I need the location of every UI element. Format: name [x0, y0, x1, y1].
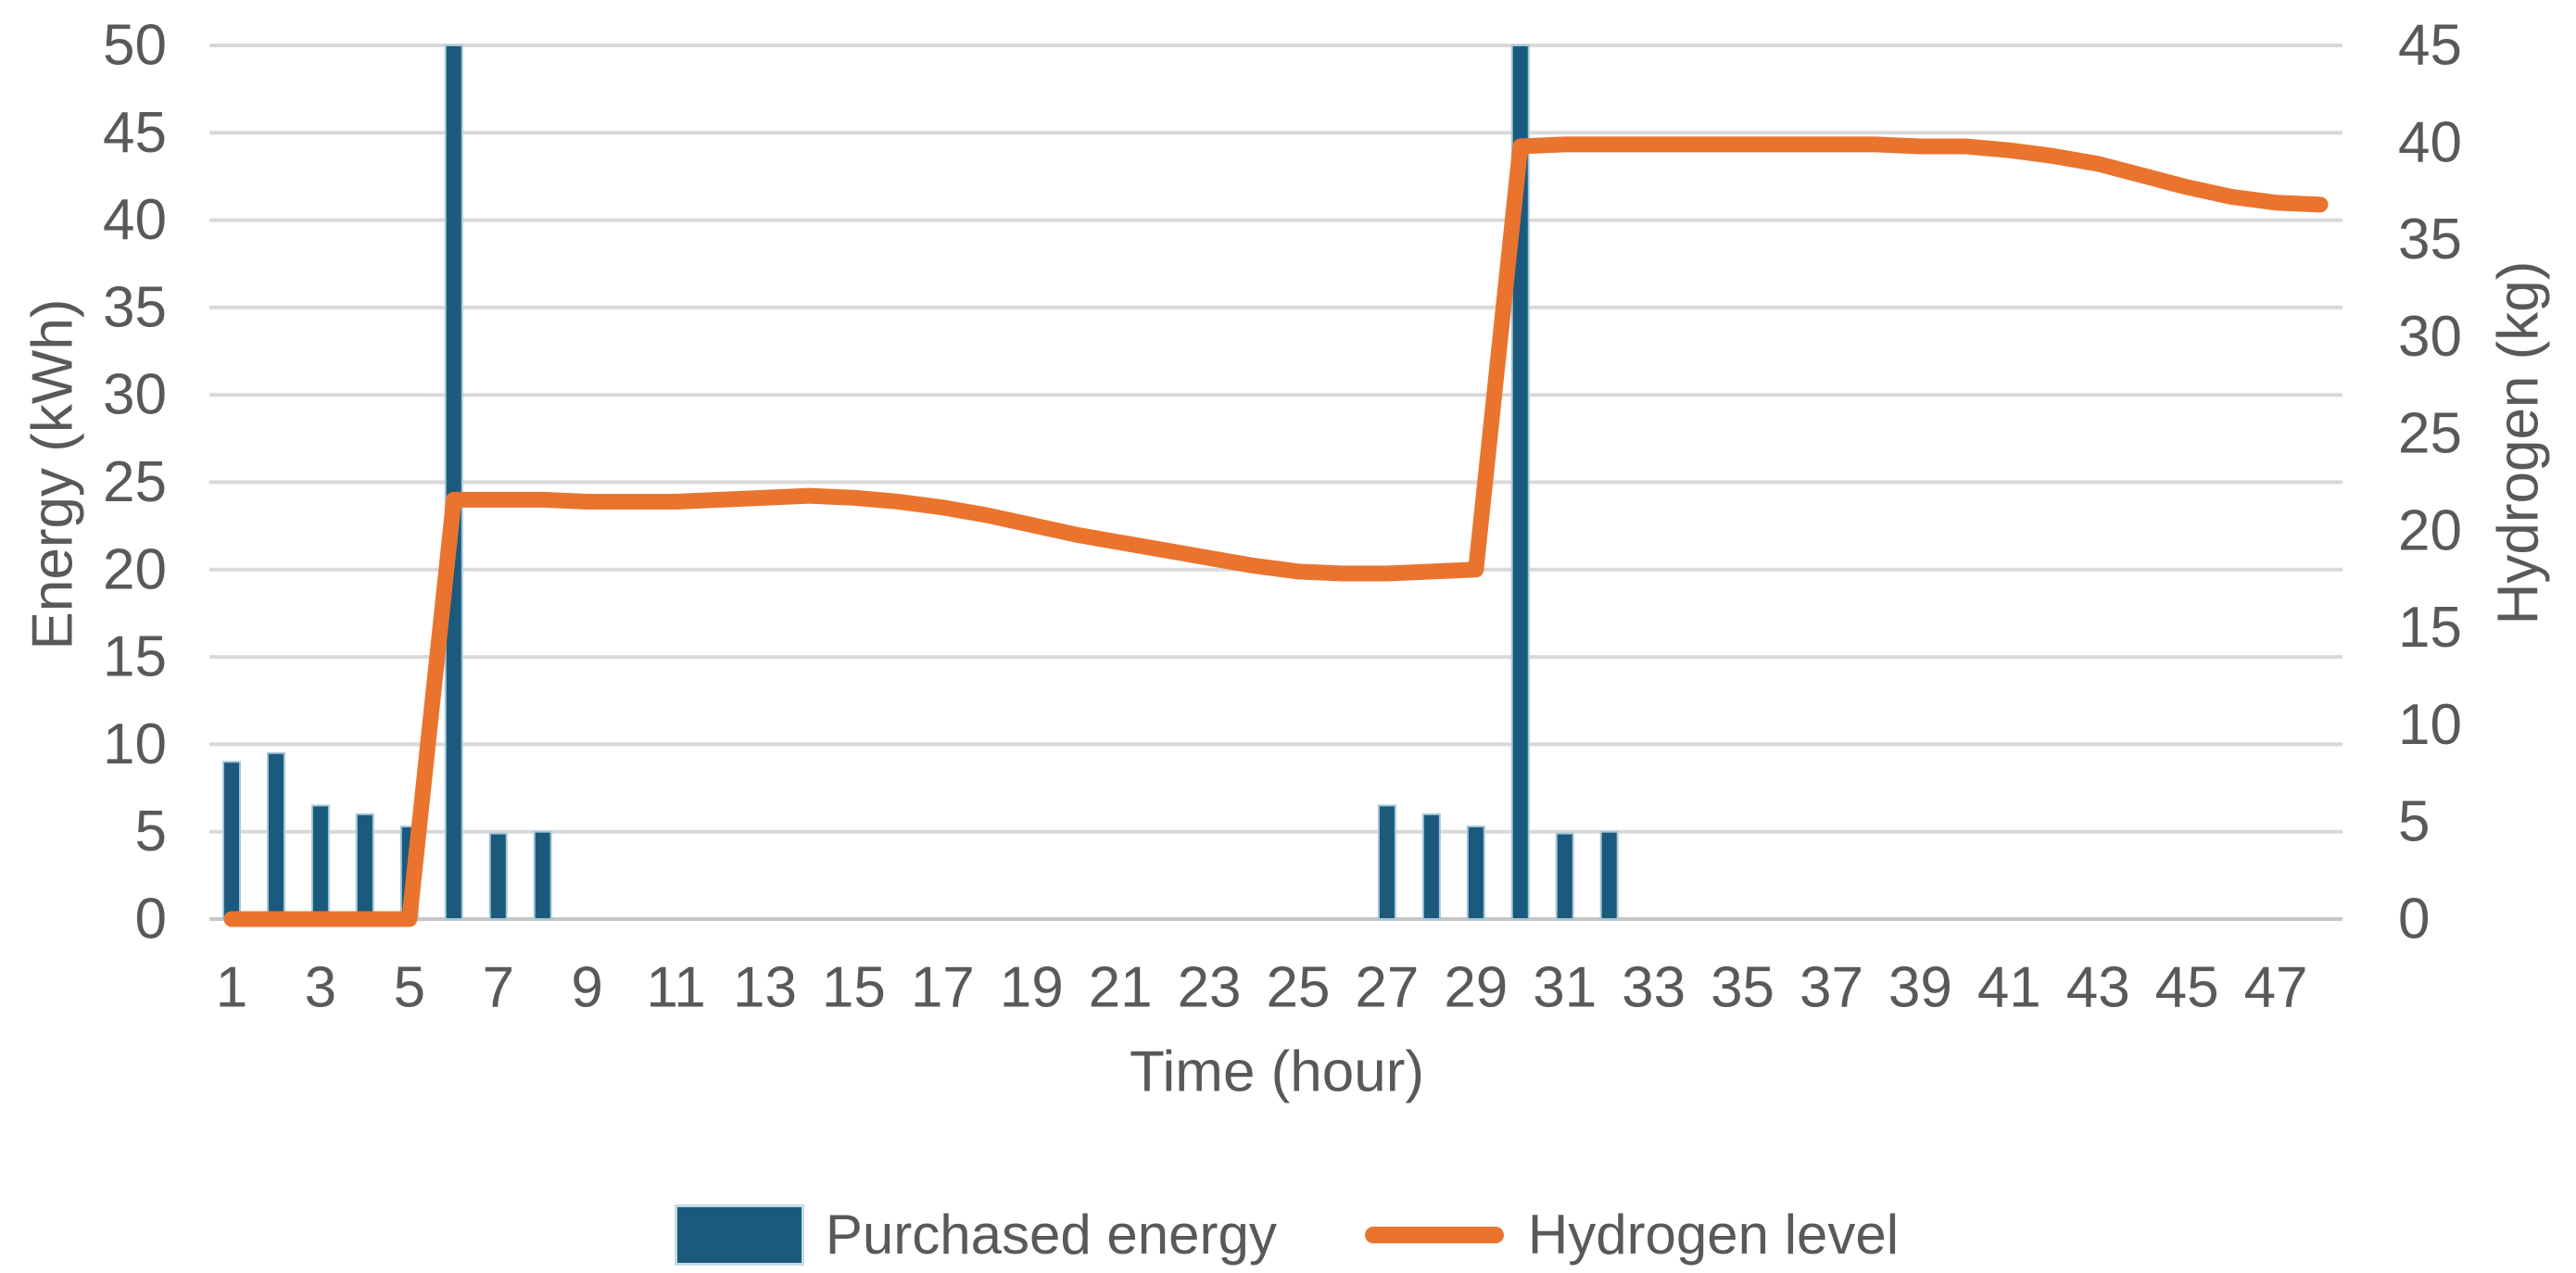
y-axis-left-title: Energy (kWh)	[20, 298, 85, 650]
y-left-tick-label: 35	[103, 275, 167, 339]
y-left-tick-label: 45	[103, 101, 167, 165]
hydrogen-level-swatch-icon	[1364, 1226, 1504, 1243]
bar-purchased-energy-hour-1	[221, 761, 241, 921]
x-tick-label: 19	[1000, 956, 1064, 1020]
x-tick-label: 15	[822, 956, 886, 1020]
legend-item-hydrogen-level: Hydrogen level	[1364, 1203, 1900, 1267]
x-tick-label: 23	[1178, 956, 1242, 1020]
bar-purchased-energy-hour-7	[488, 832, 508, 920]
x-tick-label: 33	[1622, 956, 1686, 1020]
x-tick-label: 17	[911, 956, 975, 1020]
x-tick-label: 37	[1799, 956, 1863, 1020]
x-tick-label: 45	[2155, 956, 2219, 1020]
bar-purchased-energy-hour-31	[1555, 832, 1574, 920]
legend-item-purchased-energy: Purchased energy	[676, 1203, 1277, 1267]
x-axis-title: Time (hour)	[1129, 1040, 1425, 1104]
x-tick-label: 9	[571, 956, 602, 1020]
y-left-tick-label: 5	[135, 800, 167, 863]
y-right-tick-label: 0	[2398, 888, 2430, 952]
bar-purchased-energy-hour-4	[355, 813, 374, 921]
y-right-tick-label: 10	[2398, 693, 2462, 757]
y-right-tick-label: 40	[2398, 110, 2462, 174]
y-right-tick-label: 5	[2398, 790, 2430, 854]
x-tick-label: 5	[394, 956, 425, 1020]
x-tick-label: 41	[1977, 956, 2041, 1020]
x-tick-label: 11	[646, 956, 705, 1020]
y-left-tick-label: 25	[103, 450, 167, 514]
x-tick-label: 47	[2244, 956, 2308, 1020]
y-left-tick-label: 0	[135, 888, 167, 952]
y-right-tick-label: 15	[2398, 596, 2462, 660]
y-left-tick-label: 40	[103, 188, 167, 252]
y-left-tick-label: 10	[103, 712, 167, 776]
y-right-tick-label: 45	[2398, 14, 2462, 78]
x-tick-label: 25	[1266, 956, 1330, 1020]
x-tick-label: 29	[1444, 956, 1508, 1020]
y-right-tick-label: 20	[2398, 498, 2462, 562]
bar-purchased-energy-hour-27	[1377, 804, 1396, 920]
x-tick-label: 1	[216, 956, 247, 1020]
x-tick-label: 7	[482, 956, 513, 1020]
y-right-tick-label: 35	[2398, 208, 2462, 271]
y-axis-right-title: Hydrogen (kg)	[2486, 260, 2551, 625]
y-right-tick-label: 30	[2398, 305, 2462, 369]
x-tick-label: 43	[2066, 956, 2130, 1020]
bar-purchased-energy-hour-28	[1421, 813, 1441, 921]
x-tick-label: 31	[1533, 956, 1597, 1020]
bar-purchased-energy-hour-3	[310, 804, 330, 920]
legend: Purchased energy Hydrogen level	[0, 1203, 2576, 1267]
bar-purchased-energy-hour-29	[1466, 826, 1485, 920]
x-tick-label: 35	[1711, 956, 1774, 1020]
bar-purchased-energy-hour-6	[444, 44, 463, 920]
y-left-tick-label: 50	[103, 14, 167, 78]
bar-purchased-energy-hour-8	[533, 830, 552, 921]
bar-purchased-energy-hour-2	[266, 751, 285, 921]
legend-label-hydrogen-level: Hydrogen level	[1527, 1204, 1900, 1266]
x-tick-label: 27	[1355, 956, 1419, 1020]
x-tick-label: 21	[1089, 956, 1153, 1020]
y-left-tick-label: 15	[103, 625, 167, 689]
x-tick-label: 39	[1888, 956, 1952, 1020]
x-tick-label: 3	[305, 956, 336, 1020]
bar-purchased-energy-hour-30	[1510, 44, 1530, 920]
legend-label-purchased-energy: Purchased energy	[825, 1204, 1277, 1266]
y-right-tick-label: 25	[2398, 402, 2462, 466]
purchased-energy-swatch-icon	[676, 1206, 802, 1263]
y-left-tick-label: 30	[103, 363, 167, 427]
x-tick-label: 13	[733, 956, 797, 1020]
hydrogen-level-line	[223, 136, 2329, 927]
y-left-tick-label: 20	[103, 537, 167, 601]
bar-purchased-energy-hour-32	[1599, 830, 1619, 921]
